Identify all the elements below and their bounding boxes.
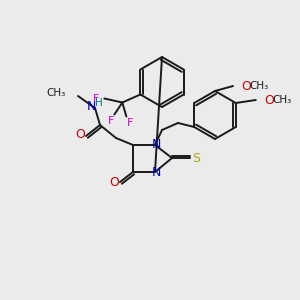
Text: N: N: [151, 167, 161, 179]
Text: O: O: [241, 80, 251, 92]
Text: N: N: [151, 137, 161, 151]
Text: F: F: [127, 118, 134, 128]
Text: CH₃: CH₃: [272, 95, 291, 105]
Text: S: S: [192, 152, 200, 164]
Text: H: H: [95, 98, 103, 108]
Text: O: O: [264, 94, 274, 106]
Text: F: F: [93, 94, 100, 103]
Text: O: O: [75, 128, 85, 142]
Text: O: O: [109, 176, 119, 188]
Text: N: N: [86, 100, 96, 113]
Text: CH₃: CH₃: [47, 88, 66, 98]
Text: CH₃: CH₃: [249, 81, 268, 91]
Text: F: F: [108, 116, 115, 125]
